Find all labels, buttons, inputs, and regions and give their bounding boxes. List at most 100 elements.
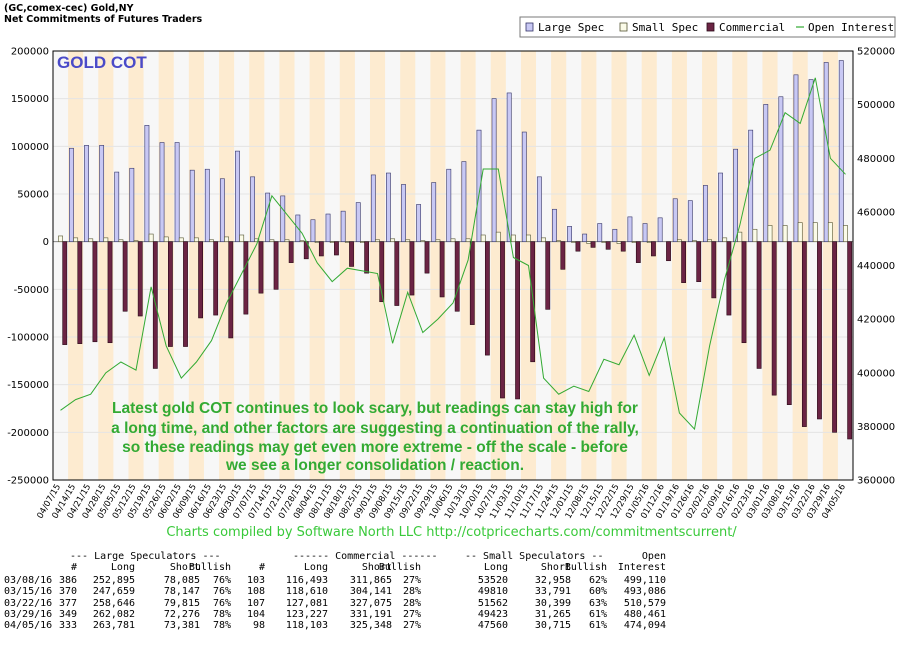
table-cell: 33,791 (534, 586, 571, 598)
large-spec-bar (521, 131, 527, 242)
table-cell: 53520 (477, 575, 508, 586)
column-header: Interest (617, 562, 666, 573)
table-cell: 27% (402, 575, 421, 586)
chart-header-line2: Net Commitments of Futures Traders (4, 14, 203, 25)
table-cell: 116,493 (285, 575, 328, 586)
commercial-bar (786, 241, 792, 405)
commercial-bar (575, 241, 581, 252)
table-cell: 78% (212, 608, 231, 620)
commercial-bar (122, 241, 128, 312)
small-spec-bar (209, 239, 214, 242)
small-spec-bar (631, 241, 637, 243)
commercial-bar (243, 241, 249, 315)
table-cell: 27% (402, 620, 421, 632)
small-spec-bar (375, 239, 380, 242)
table-cell: 247,659 (92, 586, 135, 598)
large-spec-bar (69, 147, 74, 242)
group-header-large-spec: --- Large Speculators --- (70, 551, 221, 562)
commercial-bar (198, 241, 203, 319)
table-cell: 510,579 (623, 597, 666, 609)
large-spec-bar (370, 174, 376, 242)
small-spec-bar (812, 222, 818, 242)
table-cell: 30,715 (534, 620, 571, 632)
large-spec-bar (552, 208, 557, 242)
stripe-band (460, 51, 476, 480)
table-cell: 78,147 (163, 586, 200, 598)
table-cell: 493,086 (623, 586, 666, 598)
commercial-bar (424, 241, 430, 274)
large-spec-bar (204, 168, 210, 242)
legend-swatch (619, 22, 628, 32)
small-spec-bar (767, 225, 773, 242)
y-left-tick-label: 0 (43, 237, 49, 248)
column-header: Bullish (378, 562, 421, 573)
table-cell: 103 (246, 575, 265, 586)
small-spec-bar (586, 241, 592, 244)
commercial-bar (560, 241, 566, 270)
commercial-bar (771, 241, 777, 396)
commercial-bar (590, 241, 596, 248)
table-cell: 370 (58, 586, 77, 598)
legend-label: Commercial (719, 21, 785, 34)
small-spec-bar (133, 240, 139, 242)
table-cell: 28% (402, 586, 421, 598)
small-spec-bar (435, 239, 441, 242)
commercial-bar (530, 241, 536, 363)
table-cell: 31,265 (534, 608, 571, 620)
small-spec-bar (224, 236, 229, 242)
large-spec-bar (265, 192, 271, 242)
y-left-tick-label: -200000 (7, 428, 49, 439)
large-spec-bar (808, 79, 814, 242)
column-header: Long (483, 562, 508, 573)
large-spec-bar (536, 176, 542, 242)
large-spec-bar (386, 172, 391, 242)
commercial-bar (620, 241, 626, 252)
y-left-tick-label: -150000 (7, 380, 49, 391)
stripe-band (339, 51, 355, 480)
table-cell: 27% (402, 608, 421, 620)
commercial-bar (635, 241, 641, 263)
table-cell: 127,081 (285, 597, 328, 609)
annotation-line: Latest gold COT continues to look scary,… (112, 400, 638, 417)
large-spec-bar (687, 200, 693, 242)
large-spec-bar (355, 202, 361, 242)
commercial-bar (409, 241, 415, 296)
table-cell: 61% (588, 608, 607, 620)
table-cell: 98 (252, 620, 265, 632)
large-spec-bar (823, 62, 829, 242)
small-spec-bar (163, 236, 169, 242)
table-cell: 79,815 (163, 597, 200, 609)
table-cell: 61% (588, 620, 607, 632)
legend-label: Large Spec (538, 21, 604, 34)
commercial-bar (454, 241, 460, 312)
small-spec-bar (601, 241, 607, 243)
legend-label: Small Spec (632, 21, 698, 34)
commercial-bar (711, 241, 717, 299)
large-spec-bar (793, 74, 799, 242)
table-cell: 480,461 (623, 608, 666, 620)
plot-frame (52, 50, 854, 481)
column-header: Short (361, 562, 392, 573)
small-spec-bar (616, 241, 622, 244)
commercial-bar (726, 241, 732, 316)
commercial-bar (681, 241, 687, 283)
commercial-bar (379, 241, 385, 303)
table-cell: 123,227 (285, 608, 328, 620)
large-spec-bar (446, 168, 452, 242)
y-left-tick-label: 50000 (17, 190, 49, 201)
small-spec-bar (344, 241, 350, 243)
y-left-tick-label: 200000 (11, 47, 49, 58)
large-spec-bar (597, 223, 603, 242)
table-cell: 333 (58, 620, 77, 632)
large-spec-bar (235, 150, 240, 242)
large-spec-bar (84, 145, 89, 242)
row-date: 03/22/16 (4, 597, 53, 609)
large-spec-bar (627, 216, 633, 242)
small-spec-bar (571, 241, 577, 243)
table-cell: 63% (588, 597, 607, 609)
credit-line[interactable]: Charts compiled by Software North LLC ht… (166, 525, 737, 540)
large-spec-bar (461, 161, 467, 242)
table-cell: 51562 (477, 597, 508, 609)
row-date: 04/05/16 (4, 620, 53, 632)
large-spec-bar (99, 145, 105, 242)
